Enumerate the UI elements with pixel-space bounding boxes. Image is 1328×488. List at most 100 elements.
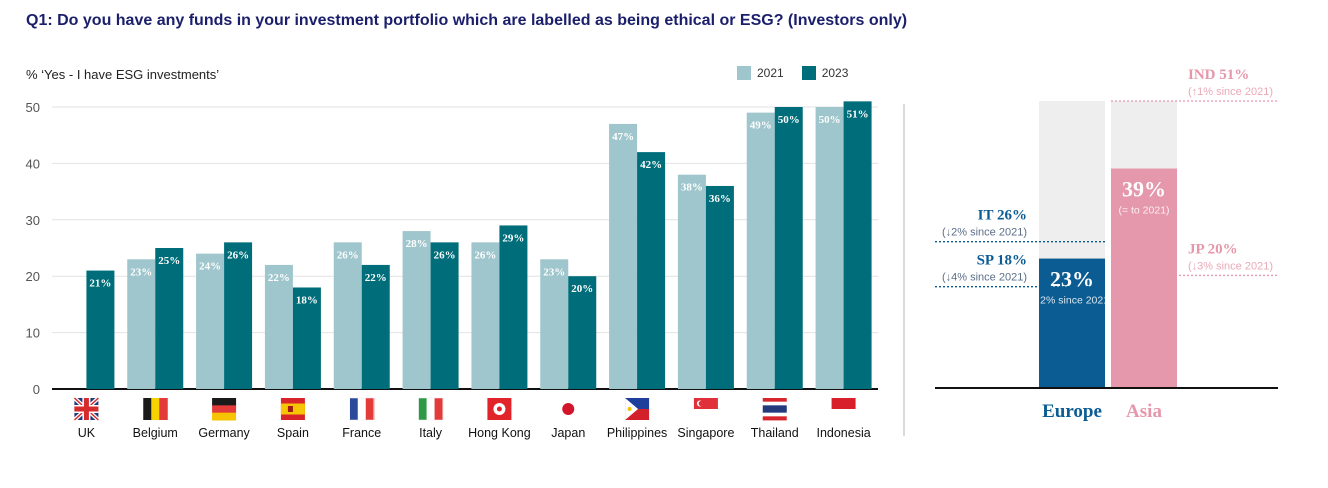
y-tick-label: 10 bbox=[26, 326, 40, 341]
data-label-spain-2023: 18% bbox=[296, 294, 318, 306]
data-label-japan-2023: 20% bbox=[571, 283, 593, 295]
annotation-change-ind-51: (↑1% since 2021) bbox=[1188, 86, 1273, 98]
x-tick-label-france: France bbox=[342, 426, 381, 440]
bar-hong-kong-2023 bbox=[499, 225, 528, 389]
bar-belgium-2021 bbox=[127, 259, 156, 389]
x-tick-label-hong-kong: Hong Kong bbox=[468, 426, 531, 440]
data-label-philippines-2023: 42% bbox=[640, 159, 662, 171]
bar-philippines-2023 bbox=[637, 152, 666, 389]
group-label-asia: Asia bbox=[1126, 401, 1162, 422]
bar-philippines-2021 bbox=[609, 123, 638, 390]
bar-singapore-2023 bbox=[705, 185, 734, 389]
data-label-germany-2023: 26% bbox=[227, 249, 249, 261]
group-label-europe: Europe bbox=[1042, 401, 1102, 422]
legend-label-2021: 2021 bbox=[757, 66, 784, 80]
data-label-japan-2021: 23% bbox=[543, 266, 565, 278]
bar-belgium-2023 bbox=[155, 248, 184, 389]
data-label-hong-kong-2021: 26% bbox=[474, 249, 496, 261]
annotation-it-26: IT 26% bbox=[978, 208, 1027, 224]
bar-spain-2021 bbox=[264, 264, 293, 389]
bar-italy-2023 bbox=[430, 242, 459, 389]
flag-icon-uk bbox=[73, 396, 100, 422]
data-label-hong-kong-2023: 29% bbox=[502, 232, 524, 244]
legend-label-2023: 2023 bbox=[821, 66, 849, 80]
bar-spain-2023 bbox=[292, 287, 321, 389]
bar-italy-2021 bbox=[402, 231, 431, 389]
bar-value-asia: 39% bbox=[1122, 177, 1166, 202]
bar-value-europe: 23% bbox=[1050, 267, 1094, 292]
bar-change-europe: (↓2% since 2021) bbox=[1031, 295, 1112, 307]
bar-france-2021 bbox=[333, 242, 362, 389]
bar-indonesia-2023 bbox=[843, 101, 872, 390]
x-tick-label-germany: Germany bbox=[198, 426, 250, 440]
x-tick-label-singapore: Singapore bbox=[677, 426, 734, 440]
y-tick-label: 20 bbox=[26, 269, 40, 284]
flag-icon-philippines bbox=[625, 398, 650, 420]
data-label-uk-2023: 21% bbox=[89, 278, 111, 290]
data-label-belgium-2023: 25% bbox=[158, 255, 180, 267]
data-label-philippines-2021: 47% bbox=[612, 131, 634, 143]
bar-germany-2021 bbox=[196, 253, 225, 389]
x-tick-label-spain: Spain bbox=[277, 426, 309, 440]
annotation-change-it-26: (↓2% since 2021) bbox=[942, 227, 1027, 239]
legend-item-2023: 2023 bbox=[801, 66, 849, 80]
bar-indonesia-2021 bbox=[815, 107, 844, 389]
annotation-sp-18: SP 18% bbox=[977, 253, 1027, 269]
data-label-thailand-2023: 50% bbox=[778, 114, 800, 126]
x-tick-label-italy: Italy bbox=[419, 426, 443, 440]
bar-uk-2023 bbox=[86, 270, 115, 389]
bar-change-asia: (= to 2021) bbox=[1118, 205, 1169, 217]
x-tick-label-uk: UK bbox=[78, 426, 96, 440]
data-label-italy-2023: 26% bbox=[434, 249, 456, 261]
legend-swatch-2023 bbox=[801, 66, 816, 80]
y-tick-label: 0 bbox=[33, 382, 40, 397]
x-tick-label-belgium: Belgium bbox=[133, 426, 178, 440]
x-tick-label-thailand: Thailand bbox=[751, 426, 799, 440]
data-label-indonesia-2021: 50% bbox=[819, 114, 841, 126]
bar-thailand-2023 bbox=[774, 107, 803, 389]
y-tick-label: 50 bbox=[26, 100, 40, 115]
y-tick-label: 40 bbox=[26, 156, 40, 171]
bar-asia bbox=[1111, 168, 1177, 388]
annotation-jp-20: JP 20% bbox=[1188, 241, 1238, 257]
data-label-singapore-2021: 38% bbox=[681, 182, 703, 194]
flag-icon-indonesia bbox=[831, 398, 856, 420]
x-tick-label-japan: Japan bbox=[551, 426, 585, 440]
bar-thailand-2021 bbox=[746, 112, 775, 389]
data-label-france-2021: 26% bbox=[337, 249, 359, 261]
y-tick-label: 30 bbox=[26, 213, 40, 228]
data-label-belgium-2021: 23% bbox=[130, 266, 152, 278]
x-tick-label-indonesia: Indonesia bbox=[816, 426, 870, 440]
legend-swatch-2021 bbox=[737, 66, 751, 80]
annotation-change-sp-18: (↓4% since 2021) bbox=[942, 272, 1027, 284]
flag-icon-italy bbox=[418, 397, 444, 421]
data-label-germany-2021: 24% bbox=[199, 261, 221, 273]
legend-item-2021: 2021 bbox=[737, 66, 784, 80]
flag-icon-france bbox=[349, 397, 375, 421]
bar-france-2023 bbox=[361, 264, 390, 389]
flag-icon-belgium bbox=[143, 398, 168, 420]
data-label-singapore-2023: 36% bbox=[709, 193, 731, 205]
bar-germany-2023 bbox=[224, 242, 253, 389]
x-tick-label-philippines: Philippines bbox=[607, 426, 667, 440]
page-title: Q1: Do you have any funds in your invest… bbox=[26, 12, 908, 29]
data-label-indonesia-2023: 51% bbox=[847, 108, 869, 120]
annotation-ind-51: IND 51% bbox=[1188, 67, 1249, 83]
flag-icon-germany bbox=[212, 398, 237, 421]
bar-hong-kong-2021 bbox=[471, 242, 500, 389]
flag-icon-thailand bbox=[762, 398, 787, 421]
data-label-spain-2021: 22% bbox=[268, 272, 290, 284]
y-axis-label: % ‘Yes - I have ESG investments’ bbox=[26, 67, 220, 82]
bar-japan-2023 bbox=[568, 276, 597, 389]
legend: 2021 2023 bbox=[737, 66, 866, 80]
data-label-france-2023: 22% bbox=[365, 272, 387, 284]
flag-icon-hong-kong bbox=[487, 398, 512, 420]
flag-icon-singapore bbox=[693, 398, 718, 420]
data-label-thailand-2021: 49% bbox=[750, 120, 772, 132]
annotation-change-jp-20: (↓3% since 2021) bbox=[1188, 260, 1273, 272]
flag-icon-spain bbox=[280, 398, 305, 420]
bar-singapore-2021 bbox=[677, 174, 706, 389]
bar-europe bbox=[1039, 258, 1105, 388]
bar-japan-2021 bbox=[540, 259, 569, 389]
